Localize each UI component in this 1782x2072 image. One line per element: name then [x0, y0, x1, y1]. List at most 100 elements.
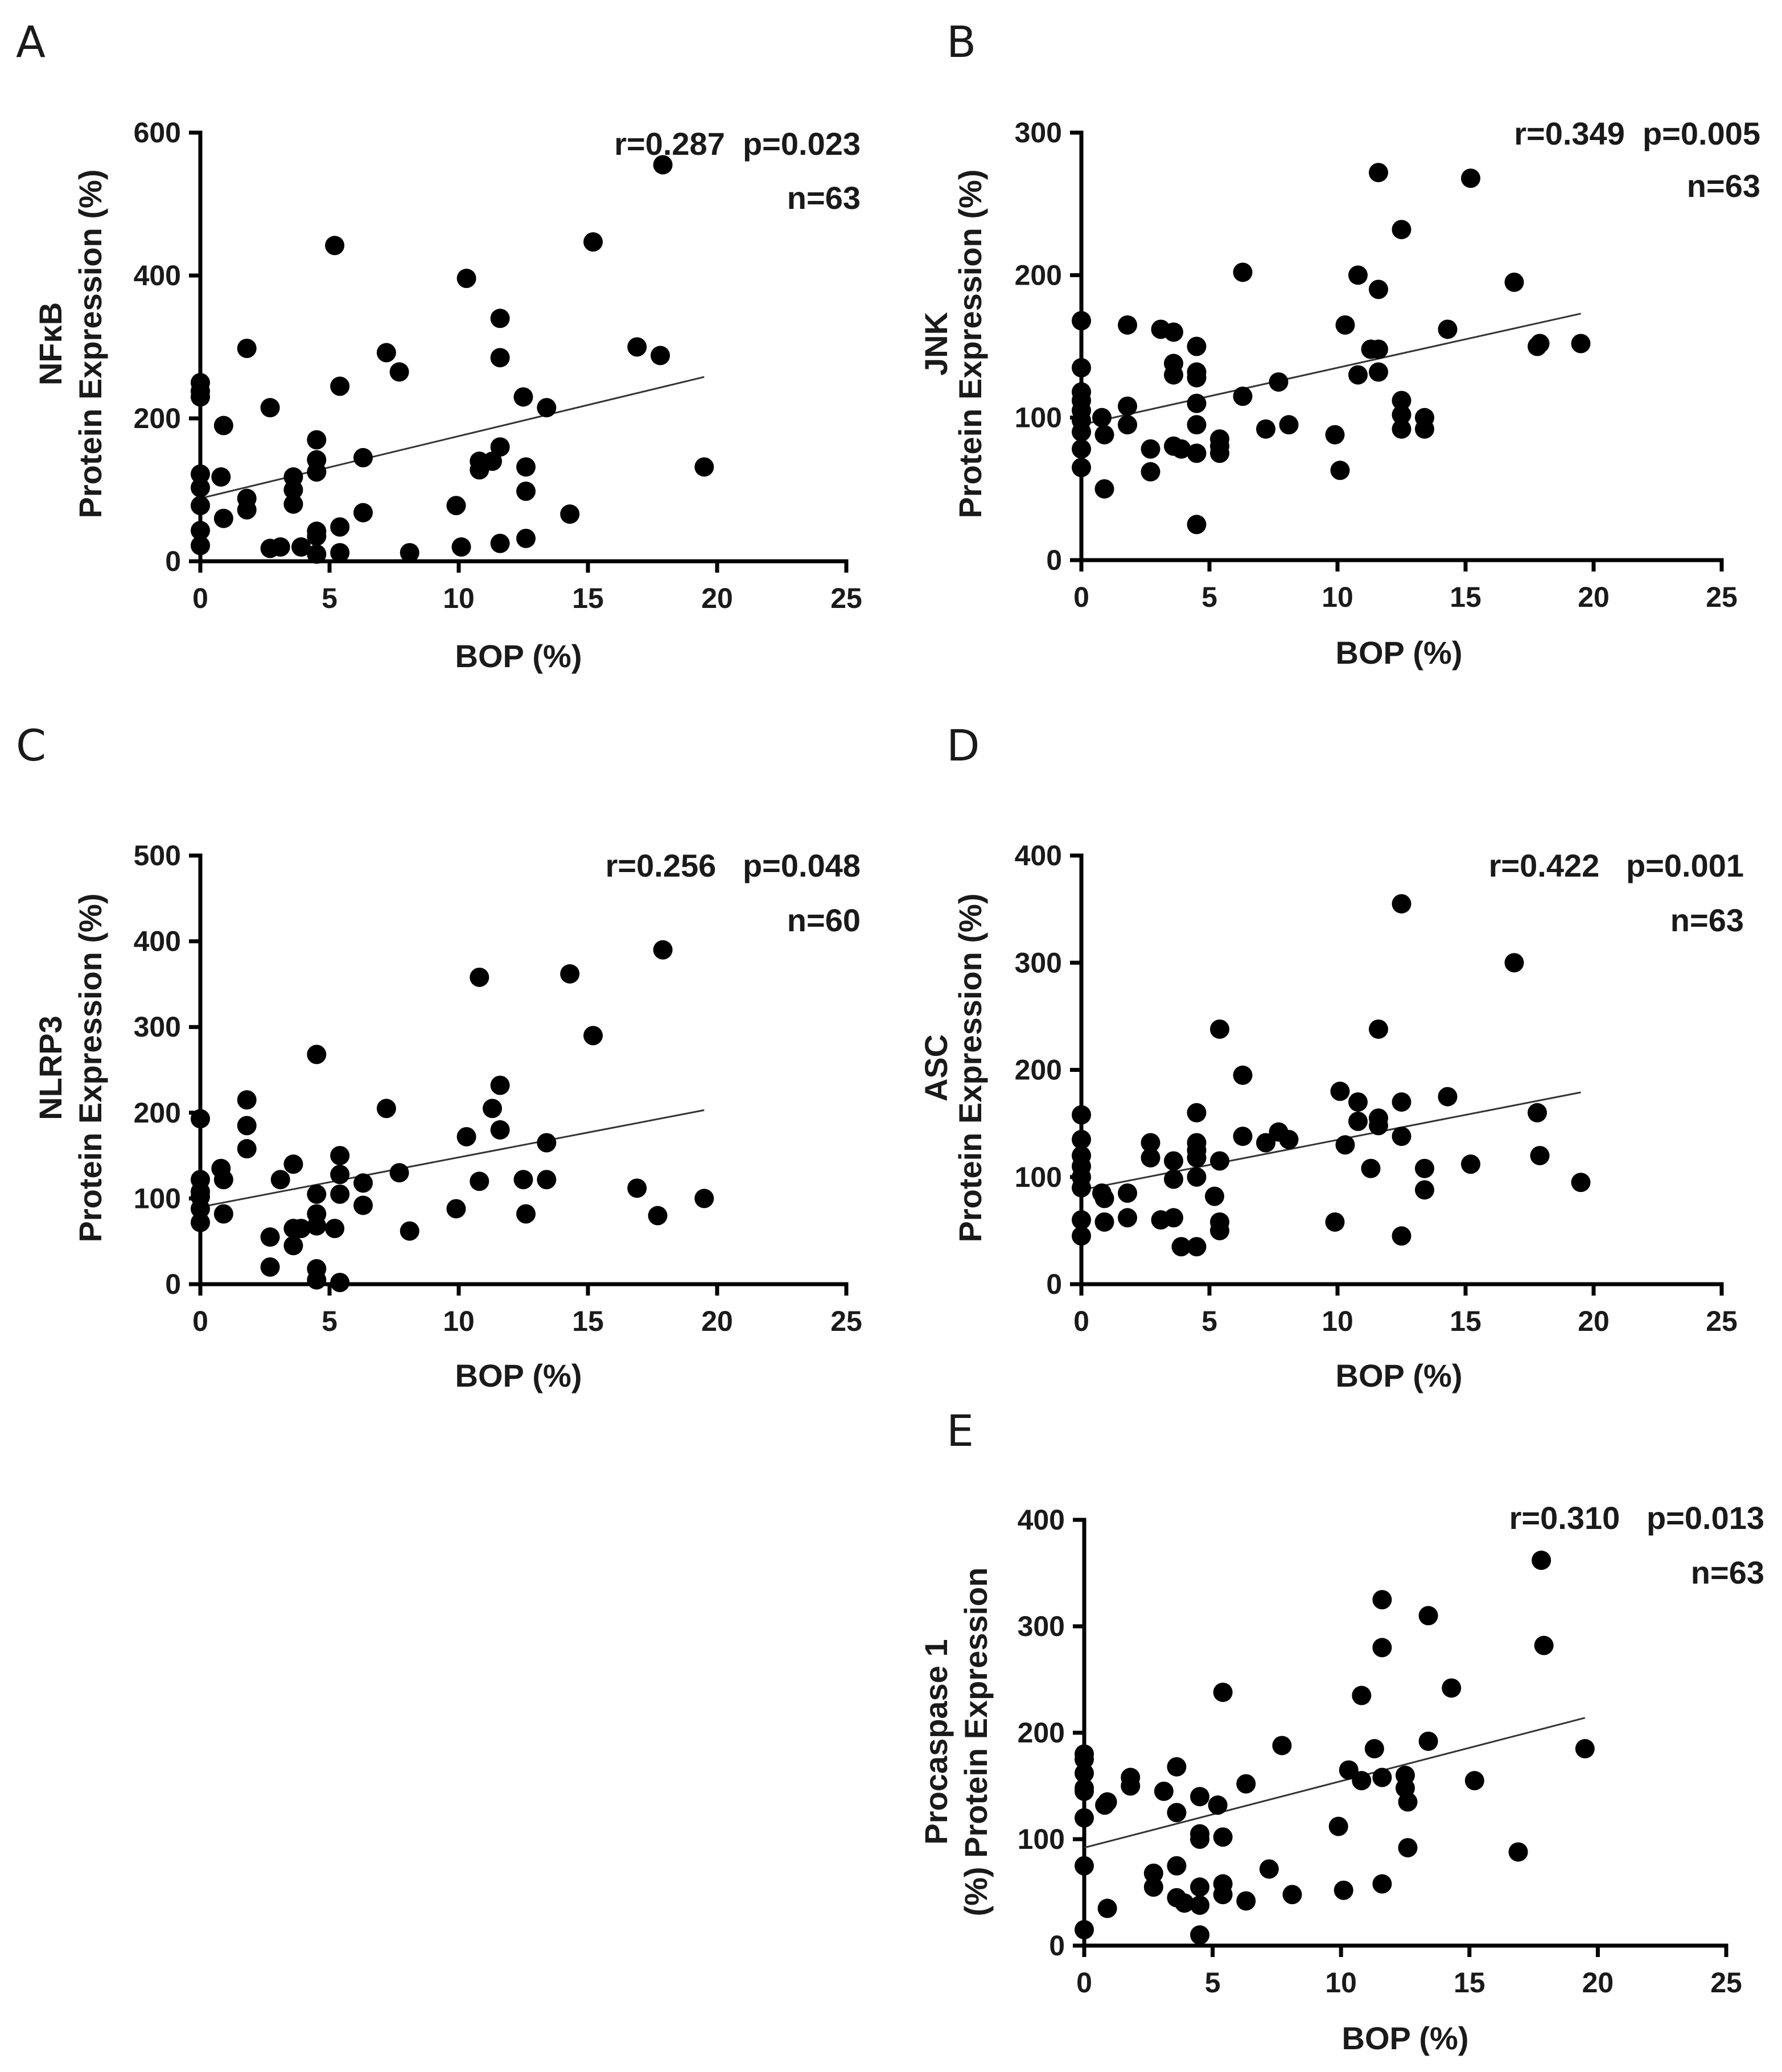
panel-d-data-point	[1528, 1103, 1547, 1123]
panel-c-data-point	[490, 1120, 510, 1140]
panel-a-data-point	[307, 462, 327, 482]
panel-d-data-point	[1210, 1019, 1229, 1039]
panel-d-y-tick-label: 200	[1015, 1054, 1062, 1086]
panel-d-data-point	[1072, 1210, 1091, 1230]
panel-e-data-point	[1174, 1893, 1194, 1913]
panel-c-data-point	[191, 1212, 210, 1232]
panel-d-y-tick-label: 300	[1015, 947, 1062, 979]
panel-c-y-axis-title-line2: Protein Expression (%)	[72, 893, 108, 1242]
panel-d-y-tick-label: 100	[1015, 1161, 1062, 1193]
panel-e-data-point	[1075, 1763, 1094, 1783]
panel-a-x-tick-label: 5	[322, 582, 338, 614]
panel-c-data-point	[694, 1189, 714, 1208]
panel-a-data-point	[237, 339, 257, 359]
panel-b-data-point	[1325, 425, 1345, 445]
panel-c-data-point	[537, 1133, 557, 1153]
panel-b-data-point	[1256, 419, 1275, 439]
panel-d-data-point	[1504, 953, 1524, 973]
panel-e-data-point	[1143, 1863, 1163, 1883]
panel-c-data-point	[270, 1170, 290, 1190]
panel-a-data-point	[191, 478, 210, 498]
panel-e-x-tick-label: 20	[1582, 1967, 1614, 1999]
panel-c-data-point	[537, 1170, 557, 1190]
panel-e-data-point	[1190, 1925, 1210, 1945]
panel-e-data-point	[1075, 1919, 1094, 1939]
panel-e-y-tick-label: 200	[1018, 1717, 1065, 1749]
panel-a-data-point	[446, 496, 466, 516]
panel-e-data-point	[1143, 1877, 1163, 1897]
panel-d-data-point	[1335, 1135, 1355, 1155]
panel-d-data-point	[1392, 1127, 1411, 1146]
panel-c-x-tick-label: 25	[830, 1305, 862, 1337]
panel-b-x-tick-label: 25	[1706, 581, 1738, 613]
panel-e-data-point	[1339, 1760, 1359, 1780]
panel-d-y-tick-label: 400	[1015, 840, 1062, 871]
panel-d-data-point	[1205, 1186, 1224, 1206]
panel-d-regression-line	[1081, 1091, 1581, 1191]
panel-d-data-point	[1530, 1146, 1550, 1166]
panel-d-data-point	[1392, 894, 1411, 914]
panel-c-data-point	[307, 1184, 327, 1204]
panel-e-data-point	[1236, 1891, 1256, 1911]
panel-a-data-point	[456, 269, 476, 289]
panel-b-data-point	[1369, 362, 1388, 382]
panel-c-data-point	[330, 1184, 350, 1204]
panel-d-data-point	[1164, 1208, 1183, 1228]
panel-c-x-tick-label: 5	[322, 1305, 338, 1337]
panel-a-y-axis-title-line2: Protein Expression (%)	[72, 169, 108, 518]
panel-e-data-point	[1372, 1638, 1392, 1658]
panel-b-regression-line	[1081, 313, 1581, 426]
panel-b-data-point	[1530, 334, 1550, 353]
panel-e-data-point	[1097, 1792, 1117, 1812]
panel-c-data-point	[237, 1116, 257, 1136]
panel-a-data-point	[191, 496, 210, 516]
panel-b-stats-n: n=63	[1687, 168, 1760, 204]
panel-b-data-point	[1461, 168, 1480, 188]
panel-d-data-point	[1438, 1087, 1458, 1107]
panel-a-y-tick-label: 200	[134, 402, 181, 434]
panel-a-data-point	[283, 494, 303, 514]
panel-a-data-point	[237, 500, 257, 520]
panel-b-data-point	[1438, 319, 1458, 339]
panel-e-data-point	[1398, 1792, 1418, 1812]
panel-d-data-point	[1256, 1133, 1275, 1153]
panel-b-x-tick-label: 15	[1450, 581, 1481, 613]
panel-d-x-tick-label: 5	[1201, 1305, 1217, 1337]
panel-b-y-tick-label: 0	[1046, 544, 1062, 576]
panel-b-data-point	[1187, 415, 1207, 435]
panel-b-x-tick-label: 0	[1073, 581, 1089, 613]
panel-d-stats-n: n=63	[1670, 902, 1744, 938]
panel-e-data-point	[1167, 1757, 1187, 1777]
panel-b-data-point	[1164, 322, 1183, 342]
panel-e-y-tick-label: 400	[1018, 1504, 1065, 1536]
panel-d-data-point	[1072, 1129, 1091, 1149]
panel-c-stats-r-p: r=0.256 p=0.048	[606, 848, 861, 883]
panel-e-regression-line	[1084, 1717, 1586, 1849]
panel-c-y-tick-label: 300	[134, 1011, 181, 1043]
panel-d-data-point	[1094, 1212, 1114, 1232]
panel-d-data-point	[1415, 1158, 1434, 1178]
panel-c-y-axis-title-line1: NLRP3	[32, 1016, 68, 1120]
panel-d-y-tick-label: 0	[1046, 1268, 1062, 1300]
panel-e-data-point	[1190, 1895, 1210, 1915]
panel-b-data-point	[1164, 365, 1183, 385]
panel-c-x-tick-label: 0	[192, 1305, 208, 1337]
panel-c-data-point	[470, 967, 489, 987]
panel-a-x-tick-label: 0	[192, 582, 208, 614]
panel-a-x-tick-label: 10	[443, 582, 475, 614]
panel-a-letter: A	[16, 17, 46, 67]
panel-b-x-tick-label: 20	[1578, 581, 1610, 613]
panel-a-data-point	[516, 528, 536, 548]
panel-e-data-point	[1075, 1749, 1094, 1769]
panel-e-data-point	[1418, 1606, 1438, 1626]
panel-b-data-point	[1118, 315, 1137, 335]
panel-a-data-point	[307, 430, 327, 450]
panel-a-data-point	[307, 544, 327, 564]
panel-c-x-tick-label: 15	[572, 1305, 604, 1337]
panel-a-data-point	[653, 155, 673, 175]
panel-b-data-point	[1392, 390, 1411, 410]
panel-c-data-point	[653, 940, 673, 960]
panel-d-x-tick-label: 15	[1450, 1305, 1481, 1337]
panel-a-data-point	[191, 521, 210, 541]
